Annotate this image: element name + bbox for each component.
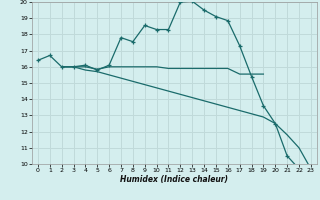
X-axis label: Humidex (Indice chaleur): Humidex (Indice chaleur) bbox=[120, 175, 228, 184]
